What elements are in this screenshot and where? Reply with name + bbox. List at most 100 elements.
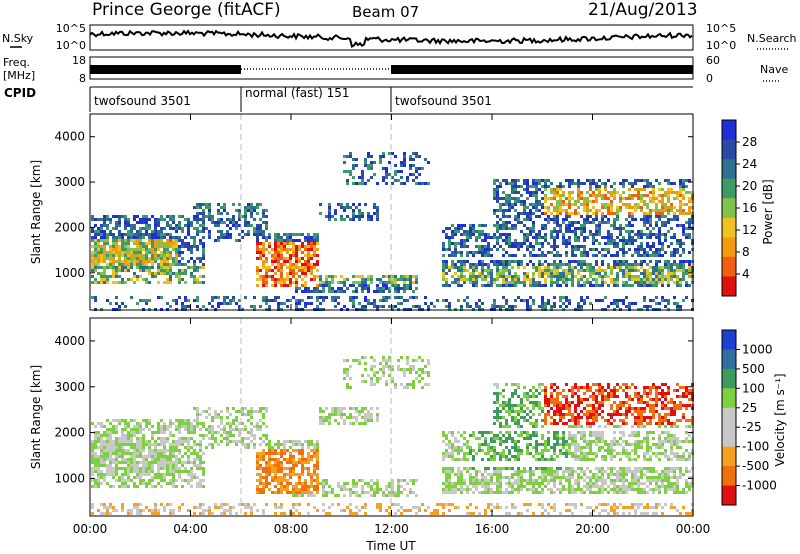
power-cell (373, 173, 376, 176)
power-cell (319, 284, 322, 287)
power-cell (661, 188, 664, 191)
velocity-cell (145, 440, 148, 443)
power-cell (559, 182, 562, 185)
power-cell (634, 203, 637, 206)
power-cell (178, 269, 181, 272)
velocity-cell (121, 473, 124, 476)
power-colorbar-swatch-8 (722, 276, 736, 297)
power-cell (490, 275, 493, 278)
power-cell (448, 248, 451, 251)
power-cell (658, 182, 661, 185)
power-cell (391, 275, 394, 278)
power-cell (157, 254, 160, 257)
power-cell (502, 266, 505, 269)
power-cell (544, 212, 547, 215)
power-cell (646, 281, 649, 284)
velocity-cell (316, 440, 319, 443)
power-cell (136, 278, 139, 281)
power-cell (565, 278, 568, 281)
velocity-cell (247, 506, 250, 509)
power-cell (451, 260, 454, 263)
power-cell (589, 272, 592, 275)
power-cell (574, 221, 577, 224)
power-cell (658, 233, 661, 236)
power-cell (646, 275, 649, 278)
power-cell (124, 224, 127, 227)
velocity-cell (271, 479, 274, 482)
velocity-cell (472, 467, 475, 470)
velocity-cell (223, 503, 226, 506)
velocity-cell (277, 443, 280, 446)
power-cell (106, 263, 109, 266)
velocity-cell (178, 440, 181, 443)
power-cell (340, 203, 343, 206)
velocity-cell (199, 482, 202, 485)
power-cell (271, 248, 274, 251)
velocity-cell (400, 512, 403, 515)
power-cell (472, 266, 475, 269)
power-cell (649, 221, 652, 224)
power-cell (193, 245, 196, 248)
power-cell (493, 188, 496, 191)
power-cell (154, 236, 157, 239)
power-cell (679, 254, 682, 257)
velocity-cell (250, 407, 253, 410)
power-cell (286, 251, 289, 254)
velocity-cell (142, 419, 145, 422)
power-cell (262, 242, 265, 245)
power-cell (184, 224, 187, 227)
power-cell (451, 233, 454, 236)
nave-tick-top: 60 (706, 54, 720, 67)
velocity-cell (265, 476, 268, 479)
power-cell (565, 230, 568, 233)
velocity-cell (151, 452, 154, 455)
velocity-cell (442, 440, 445, 443)
power-cell (283, 257, 286, 260)
velocity-cell (256, 485, 259, 488)
power-cell (400, 161, 403, 164)
power-cell (511, 227, 514, 230)
power-cell (673, 272, 676, 275)
power-cell (370, 278, 373, 281)
power-cell (643, 254, 646, 257)
power-cell (535, 194, 538, 197)
power-cell (499, 272, 502, 275)
velocity-cell (304, 461, 307, 464)
power-cell (562, 194, 565, 197)
power-cell (601, 260, 604, 263)
power-cell (535, 281, 538, 284)
velocity-cell (214, 506, 217, 509)
power-cell (394, 278, 397, 281)
power-cell (589, 284, 592, 287)
velocity-cell (127, 434, 130, 437)
velocity-cell (445, 485, 448, 488)
power-cell (460, 251, 463, 254)
power-cell (475, 239, 478, 242)
power-cell (220, 206, 223, 209)
power-cell (94, 230, 97, 233)
power-cell (616, 275, 619, 278)
power-cell (664, 206, 667, 209)
power-cell (463, 239, 466, 242)
power-cell (610, 191, 613, 194)
power-cell (472, 227, 475, 230)
power-cell (280, 251, 283, 254)
power-cell (448, 305, 451, 308)
power-cell (160, 263, 163, 266)
velocity-cell (160, 440, 163, 443)
power-cell (145, 260, 148, 263)
power-cell (670, 236, 673, 239)
power-cell (544, 281, 547, 284)
velocity-cell (115, 479, 118, 482)
power-cell (553, 236, 556, 239)
power-cell (343, 161, 346, 164)
power-cell (577, 206, 580, 209)
power-cell (388, 161, 391, 164)
velocity-cell (361, 491, 364, 494)
velocity-cell (151, 425, 154, 428)
velocity-cell (157, 458, 160, 461)
power-cell (442, 269, 445, 272)
power-cell (334, 296, 337, 299)
velocity-cell (100, 455, 103, 458)
power-cell (316, 299, 319, 302)
